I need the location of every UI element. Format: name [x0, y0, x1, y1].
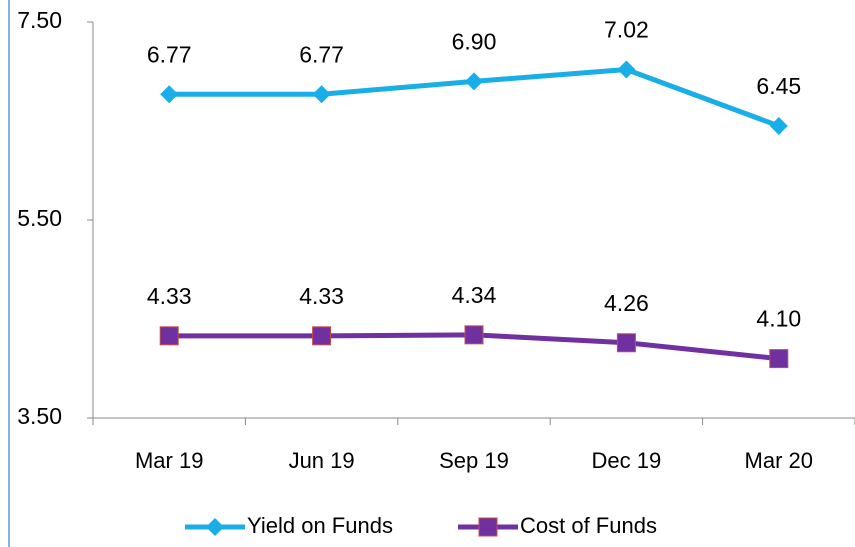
data-label: 6.90: [452, 28, 497, 54]
point: [159, 326, 179, 346]
point: [769, 116, 788, 135]
point: [464, 325, 484, 345]
point: [478, 517, 498, 537]
data-label: 4.34: [452, 282, 497, 308]
point: [465, 72, 483, 91]
data-label: 4.33: [147, 283, 192, 309]
x-tick-label: Mar 20: [745, 448, 813, 473]
data-label: 6.77: [147, 41, 192, 67]
point: [616, 333, 636, 353]
data-label: 4.26: [604, 290, 649, 316]
data-label: 7.02: [604, 17, 649, 43]
y-tick-label: 5.50: [17, 205, 62, 231]
data-label: 6.77: [299, 41, 344, 67]
data-label: 4.33: [299, 283, 344, 309]
legend-label: Yield on Funds: [247, 513, 393, 538]
point: [312, 85, 331, 104]
y-tick-label: 3.50: [17, 403, 62, 429]
x-tick-label: Jun 19: [289, 448, 355, 473]
x-tick-label: Dec 19: [592, 448, 662, 473]
point: [206, 518, 224, 536]
point: [769, 349, 789, 369]
data-label: 6.45: [756, 73, 801, 99]
y-tick-label: 7.50: [17, 7, 62, 33]
x-tick-label: Mar 19: [135, 448, 203, 473]
data-label: 4.10: [756, 306, 801, 332]
legend-label: Cost of Funds: [520, 513, 657, 538]
point: [160, 85, 179, 104]
point: [617, 60, 636, 79]
point: [312, 326, 332, 346]
x-tick-label: Sep 19: [439, 448, 509, 473]
